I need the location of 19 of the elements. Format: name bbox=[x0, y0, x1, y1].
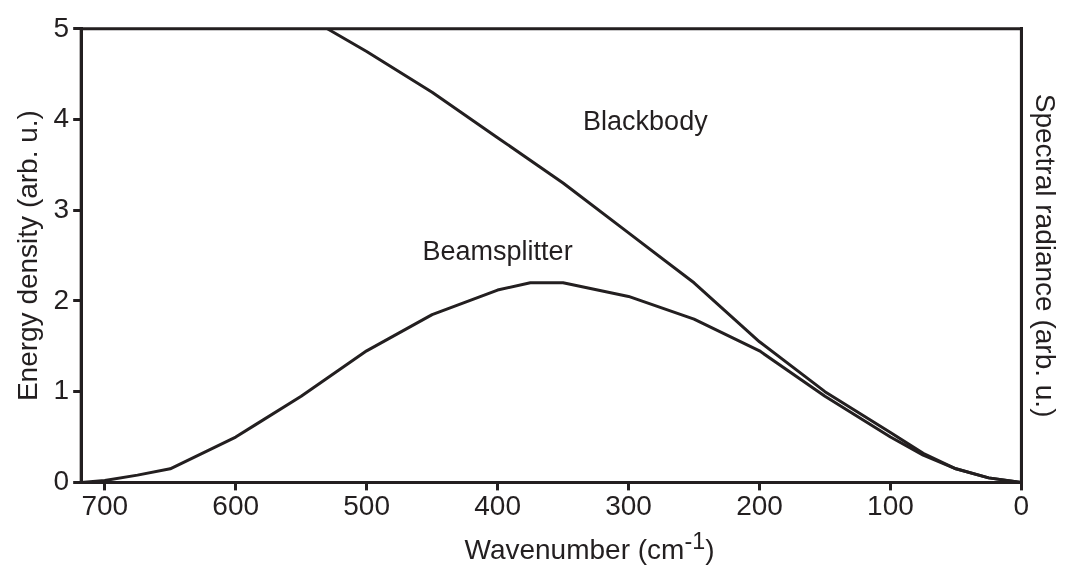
x-tick-label: 100 bbox=[867, 489, 914, 521]
y-tick-label: 3 bbox=[53, 192, 70, 224]
y-tick-label: 1 bbox=[53, 374, 70, 406]
y-tick-label: 0 bbox=[53, 465, 70, 497]
x-tick-label: 500 bbox=[343, 489, 390, 521]
y-tick-label: 4 bbox=[53, 102, 70, 134]
x-axis-title: Wavenumber (cm$^{-1}$) bbox=[463, 527, 716, 566]
x-tick-label: 600 bbox=[212, 489, 260, 521]
y2-axis-title: Spectral radiance (arb. u.) bbox=[1030, 93, 1062, 418]
y-axis-title: Energy density (arb. u.) bbox=[11, 110, 43, 402]
x-tick-label: 400 bbox=[474, 489, 521, 521]
y-tick-label: 2 bbox=[53, 283, 70, 315]
x-tick-label: 200 bbox=[736, 489, 783, 521]
x-tick-label: 700 bbox=[81, 489, 129, 521]
x-tick-label: 0 bbox=[1013, 489, 1030, 521]
series-label: Beamsplitter bbox=[422, 235, 573, 266]
series-label: Blackbody bbox=[583, 106, 709, 137]
x-tick-label: 300 bbox=[605, 489, 652, 521]
y-tick-label: 5 bbox=[53, 11, 70, 43]
